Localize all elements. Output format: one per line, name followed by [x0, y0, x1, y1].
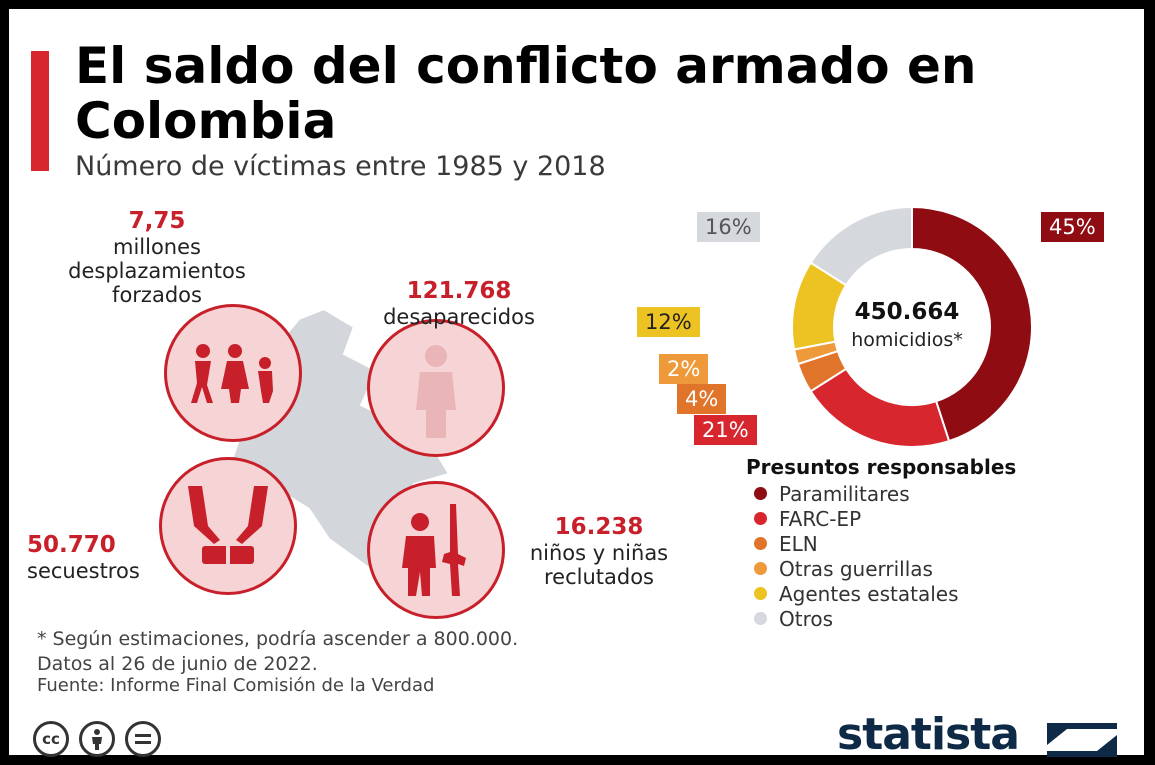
no-derivatives-icon[interactable] — [125, 721, 161, 757]
legend-item-otras-guerrillas: Otras guerrillas — [754, 556, 958, 581]
legend: Paramilitares FARC-EP ELN Otras guerrill… — [754, 481, 958, 631]
slice-label-otros: 16% — [697, 212, 760, 242]
donut-slice-otros — [809, 205, 913, 287]
legend-dot — [754, 487, 767, 500]
missing-stat: 121.768 desaparecidos — [339, 279, 579, 329]
legend-label: Otras guerrillas — [779, 556, 933, 581]
legend-label: Agentes estatales — [779, 581, 959, 606]
legend-item-eln: ELN — [754, 531, 958, 556]
slice-label-otras-guerrillas: 2% — [659, 354, 709, 384]
attribution-icon[interactable] — [79, 721, 115, 757]
legend-dot — [754, 562, 767, 575]
legend-dot — [754, 587, 767, 600]
legend-item-agentes-estatales: Agentes estatales — [754, 581, 958, 606]
slice-label-paramilitares: 45% — [1041, 212, 1104, 242]
displacement-value: 7,75 — [128, 208, 186, 234]
donut-center-label: homicidios* — [851, 329, 963, 351]
legend-dot — [754, 612, 767, 625]
legend-title: Presuntos responsables — [746, 455, 1017, 479]
chart-title: El saldo del conflicto armado en Colombi… — [75, 37, 977, 150]
kidnapping-value: 50.770 — [27, 532, 116, 558]
legend-label: Otros — [779, 606, 834, 631]
donut-slice-farc-ep — [809, 367, 951, 448]
missing-label: desaparecidos — [383, 305, 535, 329]
homicides-donut-chart — [791, 205, 1033, 448]
slice-label-eln: 4% — [677, 384, 727, 414]
infographic-frame: El saldo del conflicto armado en Colombi… — [6, 6, 1147, 760]
missing-person-icon — [367, 319, 505, 457]
kidnapping-icon — [159, 457, 297, 595]
displacement-label: millones desplazamientos forzados — [68, 235, 246, 307]
child-recruit-stat: 16.238 niños y niñas reclutados — [499, 515, 699, 589]
legend-item-otros: Otros — [754, 606, 958, 631]
license-icons: cc — [33, 721, 161, 757]
source-note: Fuente: Informe Final Comisión de la Ver… — [37, 675, 435, 696]
displacement-icon — [164, 304, 302, 442]
footnote-date: Datos al 26 de junio de 2022. — [37, 653, 318, 675]
donut-slice-paramilitares — [911, 205, 1033, 443]
statista-logo[interactable]: statista — [837, 709, 1020, 760]
statista-logo-mark — [1047, 723, 1117, 757]
displacement-stat: 7,75 millones desplazamientos forzados — [37, 209, 277, 307]
slice-label-farc: 21% — [694, 415, 757, 445]
legend-label: Paramilitares — [779, 481, 910, 506]
missing-value: 121.768 — [406, 278, 512, 304]
legend-dot — [754, 537, 767, 550]
child-recruit-label: niños y niñas reclutados — [529, 541, 669, 589]
legend-dot — [754, 512, 767, 525]
child-recruit-value: 16.238 — [554, 514, 644, 540]
kidnapping-label: secuestros — [27, 559, 140, 583]
title-accent-bar — [31, 51, 49, 171]
chart-subtitle: Número de víctimas entre 1985 y 2018 — [75, 151, 606, 182]
legend-label: FARC-EP — [779, 506, 862, 531]
child-soldier-icon — [367, 481, 505, 619]
slice-label-agentes-estatales: 12% — [637, 307, 700, 337]
legend-item-farc: FARC-EP — [754, 506, 958, 531]
legend-label: ELN — [779, 531, 818, 556]
legend-item-paramilitares: Paramilitares — [754, 481, 958, 506]
cc-icon[interactable]: cc — [33, 721, 69, 757]
donut-center-value: 450.664 — [854, 299, 960, 325]
footnotes: * Según estimaciones, podría ascender a … — [37, 627, 518, 677]
kidnapping-stat: 50.770 secuestros — [27, 533, 207, 583]
footnote-estimate: * Según estimaciones, podría ascender a … — [37, 628, 519, 650]
